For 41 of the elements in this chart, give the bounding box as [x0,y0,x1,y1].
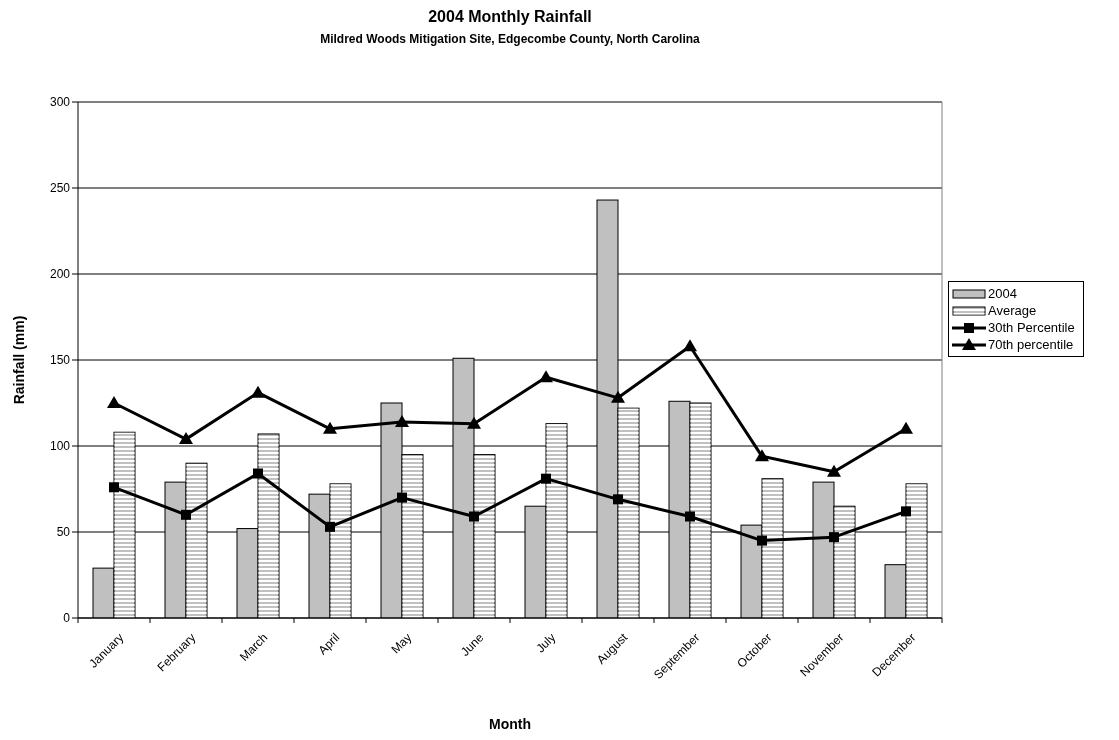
y-tick-label: 200 [49,267,71,282]
legend-label: 2004 [988,286,1017,301]
point [397,492,407,503]
y-tick-label: 150 [49,353,71,368]
y-tick-label: 300 [49,95,71,110]
chart-subtitle: Mildred Woods Mitigation Site, Edgecombe County, North Carolina [319,32,701,46]
point [541,473,551,484]
legend-label: Average [988,303,1037,318]
point [683,339,697,352]
point [613,494,623,505]
legend-label: 70th percentile [988,337,1074,352]
point [251,385,265,398]
point [467,416,481,429]
chart-title: 2004 Monthly Rainfall [427,8,593,26]
legend-label: 30th Percentile [988,320,1075,335]
point [181,509,191,520]
y-tick-label: 50 [56,525,71,540]
x-tick-label: July [533,630,559,656]
x-tick-label: May [388,630,415,657]
y-tick-label: 100 [49,439,71,454]
point [755,449,769,462]
point [901,506,911,517]
point [109,482,119,493]
y-tick-label: 250 [49,181,71,196]
point [611,390,625,403]
point [539,370,553,383]
point [395,414,409,427]
point [469,511,479,522]
point [829,532,839,543]
point [179,432,193,445]
x-axis-title: Month [488,716,532,732]
point [827,464,841,477]
point [685,511,695,522]
point [323,421,337,434]
point [757,535,767,546]
point [253,468,263,479]
y-tick-label: 0 [63,611,71,626]
y-axis-title: Rainfall (mm) [11,315,27,405]
point [325,521,335,532]
point [899,421,913,434]
point [107,396,121,408]
